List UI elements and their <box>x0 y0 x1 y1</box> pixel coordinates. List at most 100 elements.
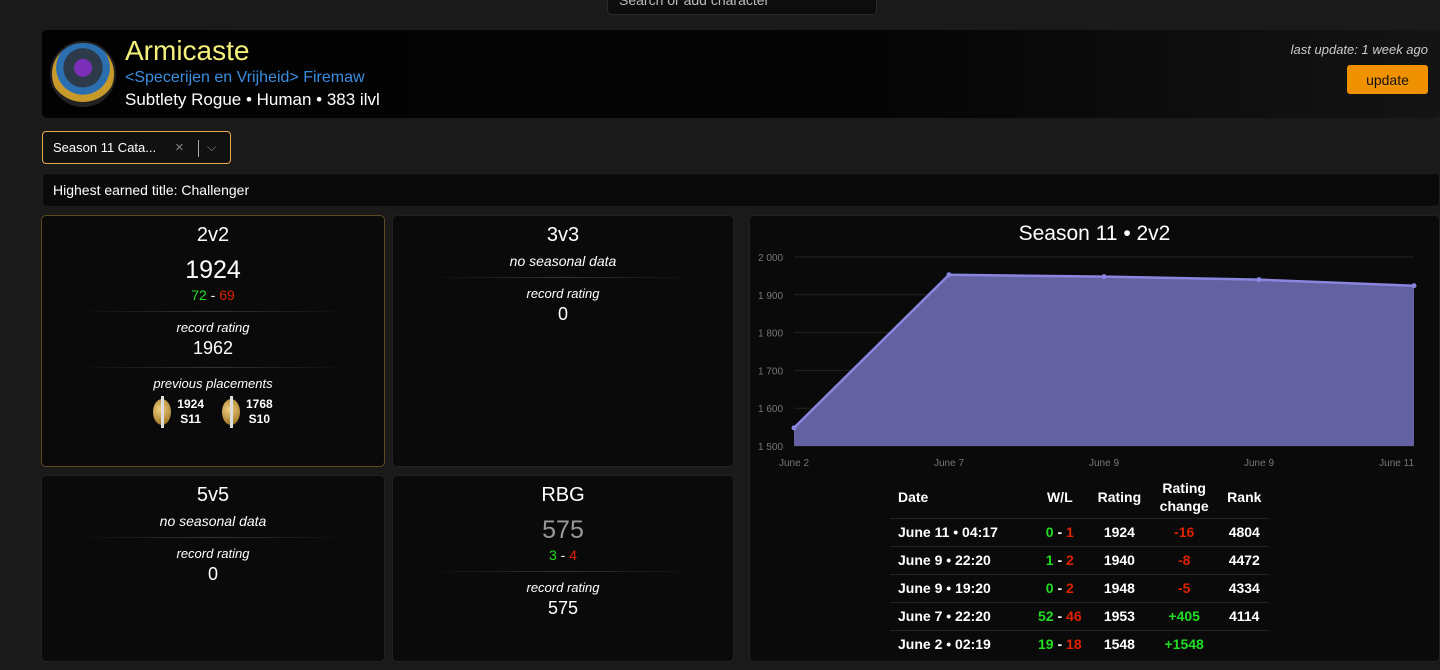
wl-cell: 0 - 2 <box>1030 573 1090 602</box>
search-input[interactable]: Search or add character <box>607 0 877 15</box>
previous-label: previous placements <box>153 376 273 391</box>
chart-title: Season 11 • 2v2 <box>1018 222 1171 245</box>
wins: 52 <box>1038 608 1054 624</box>
rating-cell: 1948 <box>1089 573 1150 602</box>
rating-chart: 2 000 1 900 1 800 1 700 1 600 1 500 June 2 June… <box>758 253 1417 469</box>
current-rating: 575 <box>542 516 584 544</box>
rating-change-cell: +405 <box>1149 601 1220 630</box>
clear-icon[interactable]: × <box>175 139 184 156</box>
rating-change-cell: -16 <box>1149 517 1220 546</box>
no-data: no seasonal data <box>159 513 267 529</box>
placement-rating: 1768 <box>246 397 273 411</box>
table-row: June 9 • 22:20 1 - 2 1940 -8 4472 <box>890 545 1270 574</box>
placement: 1768 S10 <box>222 396 273 428</box>
rating-change-cell: -5 <box>1149 573 1220 602</box>
divider <box>76 537 350 538</box>
wins: 72 <box>191 287 207 303</box>
placement-season: S11 <box>180 412 201 426</box>
losses: 46 <box>1066 608 1082 624</box>
date-cell: June 9 • 22:20 <box>890 545 1030 574</box>
losses: 1 <box>1066 524 1074 540</box>
rating-cell: 1940 <box>1089 545 1150 574</box>
rating-cell: 1548 <box>1089 629 1150 658</box>
history-table: Date W/L Rating Rating change Rank June 11 •… <box>890 476 1270 658</box>
losses: 4 <box>569 547 578 563</box>
character-spec: Subtlety Rogue • Human • 383 ilvl <box>125 90 380 109</box>
losses: 2 <box>1066 552 1074 568</box>
table-row: June 9 • 19:20 0 - 2 1948 -5 4334 <box>890 573 1270 602</box>
medal-icon <box>222 396 240 428</box>
medal-icon <box>153 396 172 428</box>
card-3v3[interactable]: 3v3 no seasonal data record rating 0 <box>392 215 734 467</box>
divider <box>198 140 199 157</box>
divider <box>76 311 350 312</box>
x-tick-label: June 9 <box>1089 458 1119 469</box>
rating-history-panel: Season 11 • 2v2 2 000 1 900 1 800 1 700 1 60… <box>749 215 1440 662</box>
record-label: record rating <box>176 546 250 561</box>
wl-cell: 52 - 46 <box>1030 601 1090 630</box>
win-loss: 3 - 4 <box>548 547 578 563</box>
wl-cell: 19 - 18 <box>1030 629 1090 658</box>
date-cell: June 11 • 04:17 <box>890 517 1030 546</box>
x-tick-label: June 11 <box>1379 458 1414 469</box>
placement-season: S10 <box>248 412 271 426</box>
rating-cell: 1924 <box>1089 517 1150 546</box>
y-tick-label: 1 500 <box>758 442 783 453</box>
card-rbg[interactable]: RBG 575 3 - 4 record rating 575 <box>392 475 734 662</box>
table-row: June 2 • 02:19 19 - 18 1548 +1548 <box>890 629 1270 658</box>
losses: 18 <box>1066 636 1082 653</box>
date-cell: June 7 • 22:20 <box>890 601 1030 630</box>
bracket-name: RBG <box>541 484 585 506</box>
character-name: Armicaste <box>125 35 250 66</box>
x-tick-label: June 2 <box>779 458 809 469</box>
wins: 0 <box>1045 524 1054 540</box>
placement: 1924 S11 <box>153 396 204 428</box>
rating-change-cell: +1548 <box>1149 629 1220 658</box>
season-select-value: Season 11 Cata... <box>53 140 157 155</box>
record-label: record rating <box>526 286 600 301</box>
no-data: no seasonal data <box>509 253 617 269</box>
rank-cell: 4472 <box>1219 545 1270 574</box>
losses: 69 <box>219 287 235 303</box>
wins: 3 <box>548 547 557 563</box>
bracket-name: 2v2 <box>196 224 230 246</box>
column-header[interactable]: Rank <box>1227 488 1262 505</box>
record-label: record rating <box>526 580 600 595</box>
x-tick-label: June 9 <box>1244 458 1274 469</box>
data-point <box>946 272 952 278</box>
card-5v5[interactable]: 5v5 no seasonal data record rating 0 <box>41 475 385 662</box>
y-tick-label: 1 600 <box>758 404 783 415</box>
divider <box>427 571 699 572</box>
column-header[interactable]: W/L <box>1046 488 1073 505</box>
divider <box>427 277 699 278</box>
record-rating: 0 <box>557 304 568 324</box>
column-header[interactable]: Rating <box>1097 488 1142 505</box>
chevron-down-icon[interactable]: ⌵ <box>207 140 217 154</box>
data-point <box>1411 283 1417 289</box>
card-2v2[interactable]: 2v2 1924 72 - 69 record rating 1962 prev… <box>41 215 385 467</box>
rating-cell: 1953 <box>1089 601 1150 630</box>
table-row: June 11 • 04:17 0 - 1 1924 -16 4804 <box>890 517 1270 546</box>
y-tick-label: 1 800 <box>758 329 783 340</box>
column-header[interactable]: Rating change <box>1159 479 1209 514</box>
win-loss: 72 - 69 <box>191 287 235 303</box>
highest-title: Highest earned title: Challenger <box>42 173 1440 207</box>
character-header: Armicaste <Specerijen en Vrijheid> Firem… <box>42 30 1440 118</box>
record-label: record rating <box>176 320 250 335</box>
guild-link[interactable]: <Specerijen en Vrijheid> Firemaw <box>125 69 365 86</box>
bracket-name: 3v3 <box>546 224 580 246</box>
wl-cell: 1 - 2 <box>1030 545 1090 574</box>
column-header[interactable]: Date <box>898 488 929 505</box>
avatar <box>50 41 116 107</box>
placement-rating: 1924 <box>177 397 204 411</box>
current-rating: 1924 <box>185 256 241 284</box>
update-button[interactable]: update <box>1347 65 1428 94</box>
losses: 2 <box>1066 580 1074 596</box>
wins: 1 <box>1045 552 1054 568</box>
season-select[interactable]: Season 11 Cata... × ⌵ <box>42 131 231 164</box>
rank-cell: 4114 <box>1219 601 1270 630</box>
data-point <box>1256 277 1262 283</box>
data-point <box>791 425 797 431</box>
record-rating: 0 <box>207 564 218 584</box>
last-update: last update: 1 week ago <box>1290 42 1428 57</box>
